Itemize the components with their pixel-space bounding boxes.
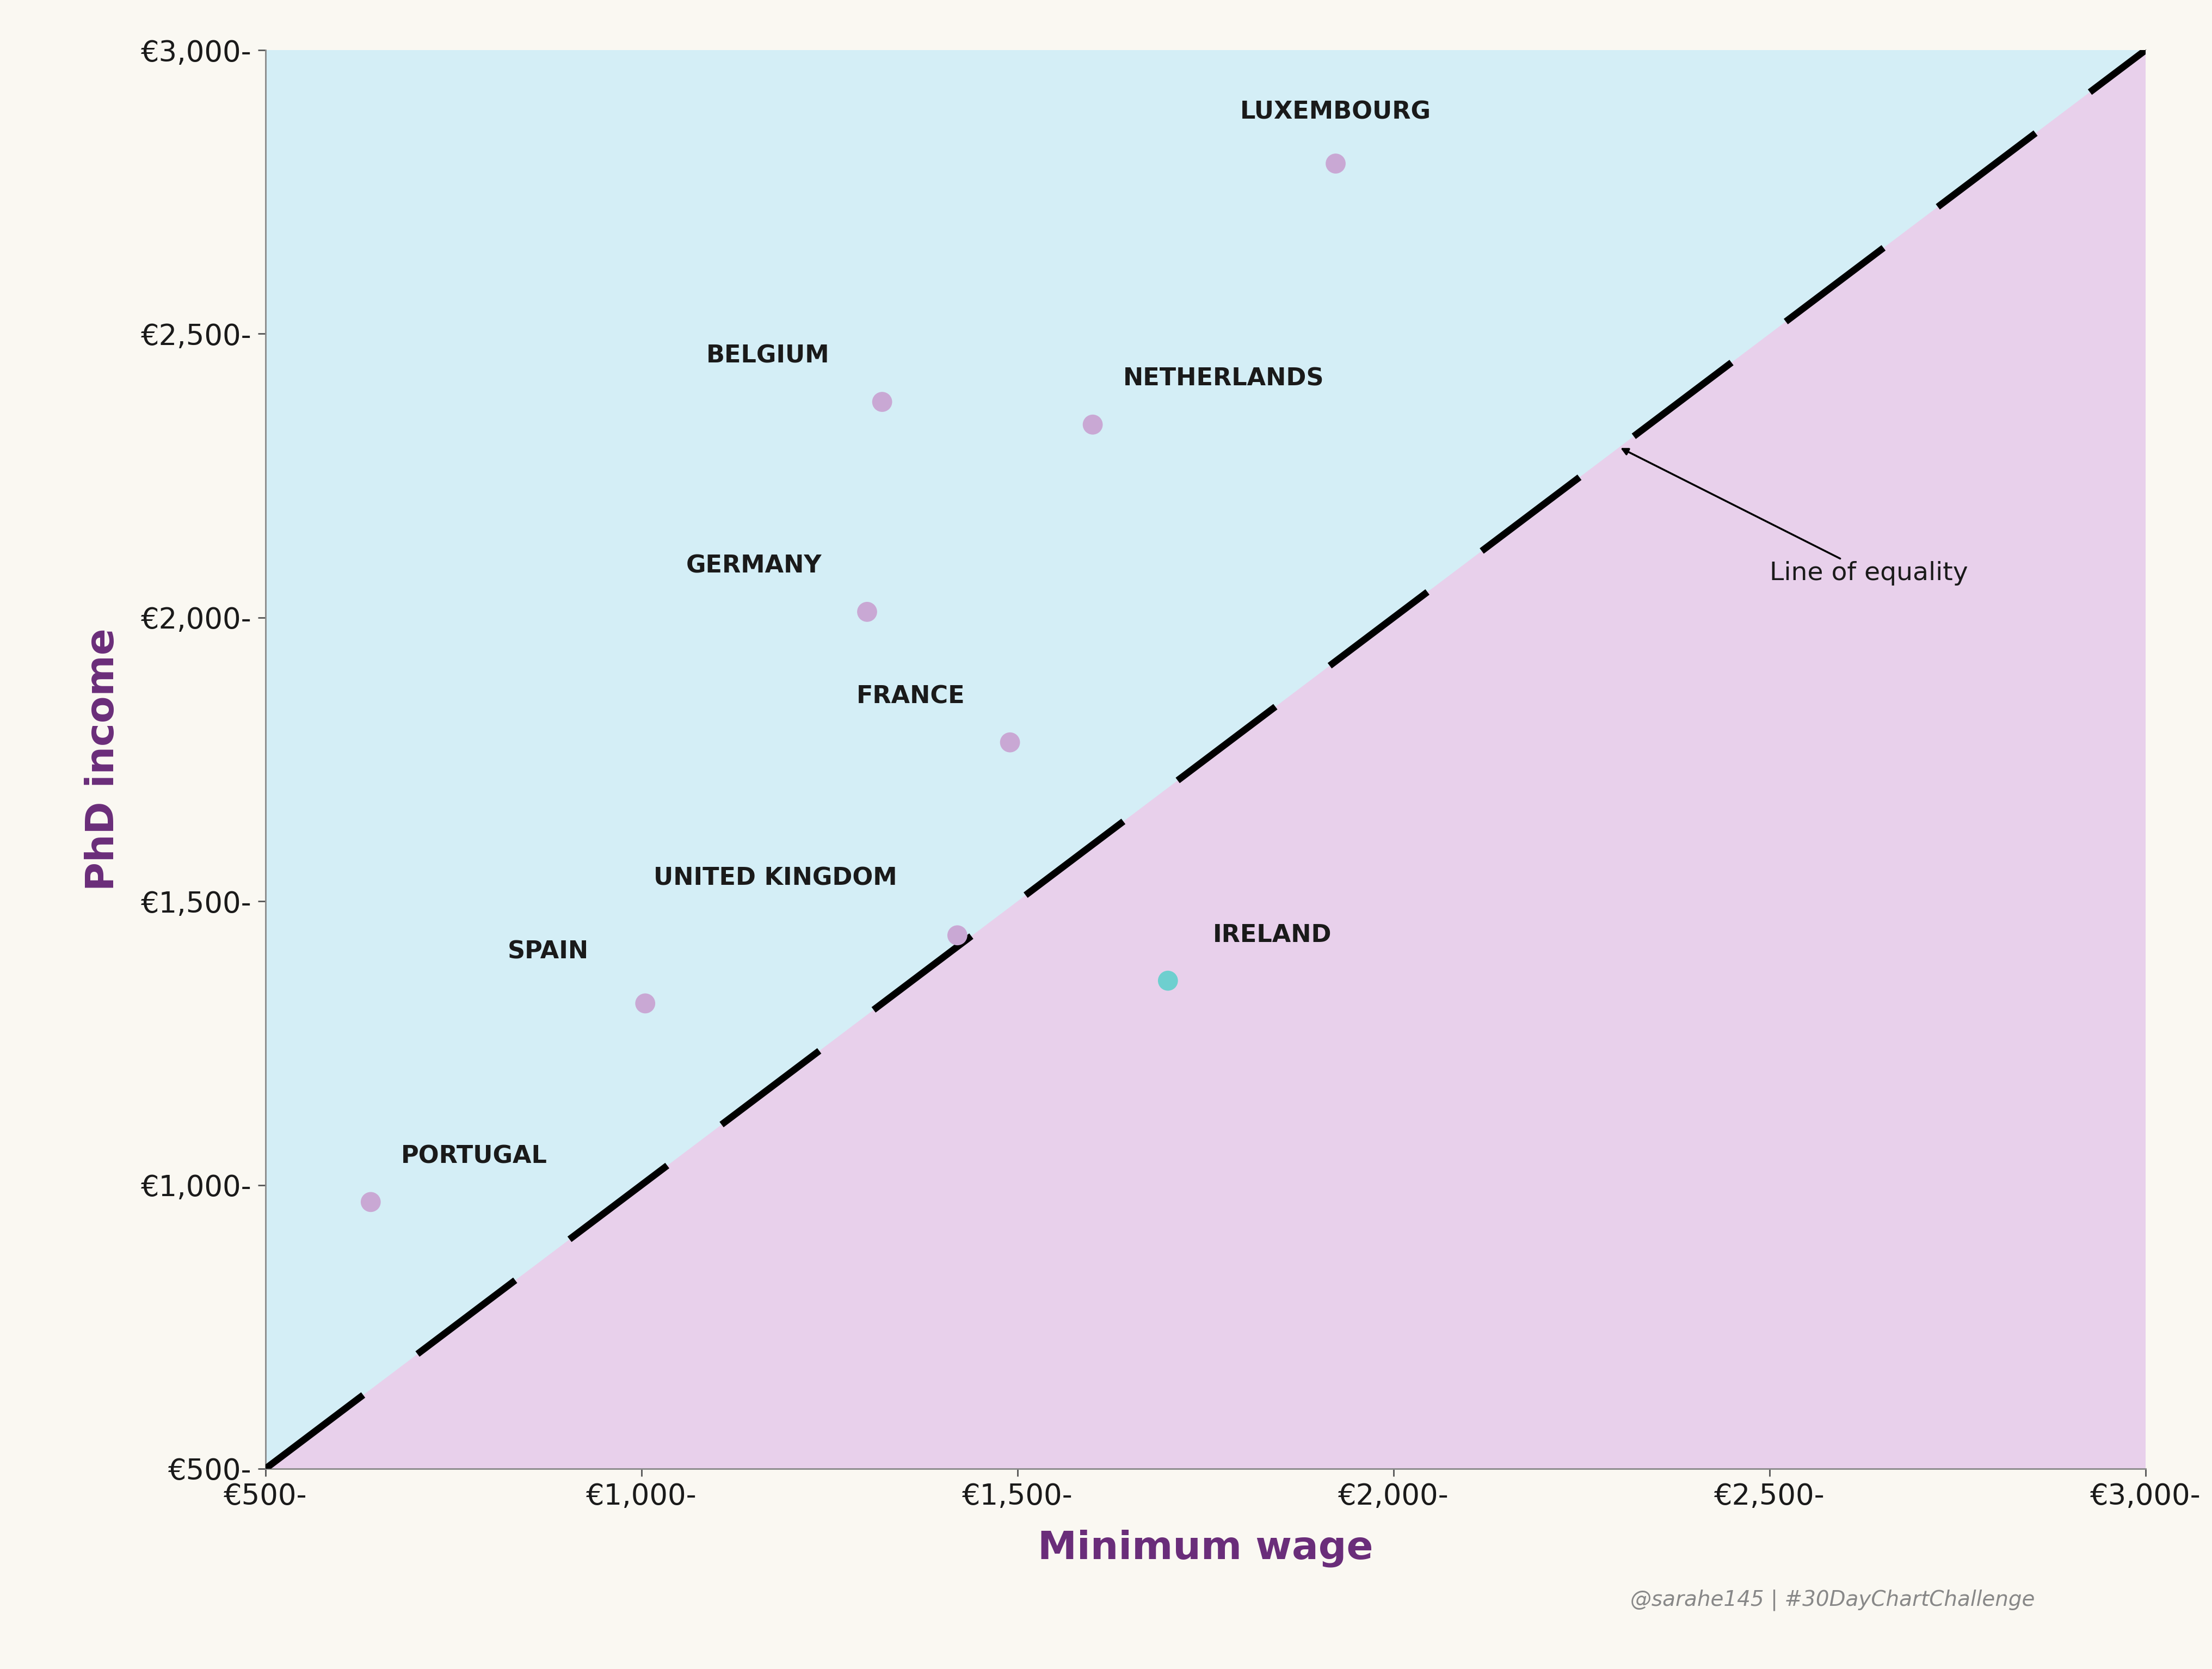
Point bbox=[993, 729, 1029, 756]
Text: SPAIN: SPAIN bbox=[509, 940, 588, 963]
Text: Line of equality: Line of equality bbox=[1621, 449, 1969, 586]
Text: IRELAND: IRELAND bbox=[1212, 923, 1332, 946]
Text: BELGIUM: BELGIUM bbox=[706, 344, 829, 367]
Text: NETHERLANDS: NETHERLANDS bbox=[1124, 367, 1323, 391]
Text: GERMANY: GERMANY bbox=[686, 554, 823, 577]
Point bbox=[940, 921, 975, 948]
Point bbox=[628, 990, 664, 1016]
Text: UNITED KINGDOM: UNITED KINGDOM bbox=[653, 866, 898, 890]
Point bbox=[865, 389, 900, 416]
Text: LUXEMBOURG: LUXEMBOURG bbox=[1241, 100, 1431, 124]
Point bbox=[1318, 150, 1354, 177]
Text: FRANCE: FRANCE bbox=[856, 684, 964, 708]
Point bbox=[1150, 968, 1186, 995]
Y-axis label: PhD income: PhD income bbox=[84, 628, 122, 891]
Text: PORTUGAL: PORTUGAL bbox=[400, 1145, 546, 1168]
Text: @sarahe145 | #30DayChartChallenge: @sarahe145 | #30DayChartChallenge bbox=[1630, 1589, 2035, 1611]
Point bbox=[1075, 411, 1110, 437]
Point bbox=[354, 1188, 389, 1215]
Point bbox=[849, 599, 885, 626]
Polygon shape bbox=[265, 50, 2146, 1469]
X-axis label: Minimum wage: Minimum wage bbox=[1037, 1529, 1374, 1567]
